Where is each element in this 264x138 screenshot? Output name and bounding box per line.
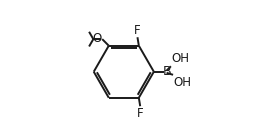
Text: B: B: [162, 65, 171, 78]
Text: OH: OH: [171, 52, 189, 65]
Text: F: F: [134, 24, 141, 37]
Text: O: O: [92, 32, 102, 45]
Text: F: F: [137, 107, 144, 120]
Text: OH: OH: [173, 76, 191, 89]
